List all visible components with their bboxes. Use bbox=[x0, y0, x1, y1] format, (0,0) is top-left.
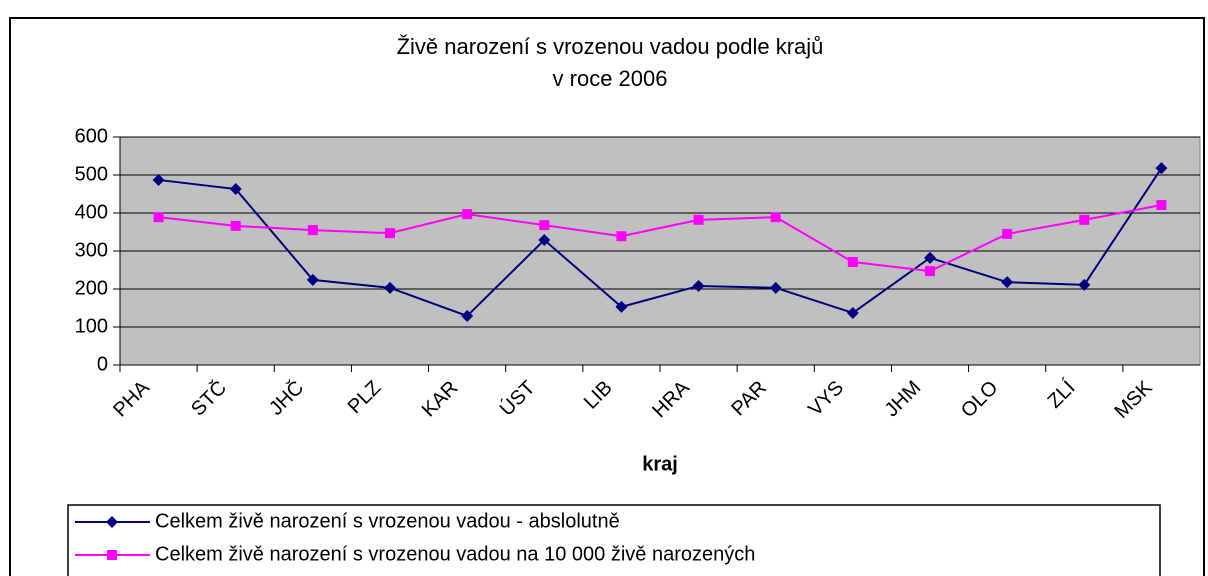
chart-title: Živě narození s vrozenou vadou podle kra… bbox=[397, 34, 824, 59]
point bbox=[1002, 228, 1013, 239]
y-tick-label: 100 bbox=[75, 315, 108, 337]
x-axis-label: kraj bbox=[642, 453, 678, 475]
point bbox=[616, 231, 627, 242]
chart-title: v roce 2006 bbox=[553, 66, 668, 91]
point bbox=[770, 212, 781, 223]
point bbox=[693, 214, 704, 225]
y-tick-label: 600 bbox=[75, 125, 108, 147]
point bbox=[385, 228, 395, 239]
point bbox=[106, 516, 118, 528]
point bbox=[384, 281, 396, 294]
point bbox=[229, 183, 242, 196]
y-tick-label: 200 bbox=[75, 277, 108, 299]
point bbox=[1079, 214, 1090, 225]
y-tick-label: 0 bbox=[97, 353, 108, 375]
point bbox=[538, 233, 551, 246]
point bbox=[539, 220, 550, 231]
point bbox=[846, 306, 859, 319]
point bbox=[152, 173, 165, 186]
legend bbox=[67, 504, 1161, 576]
point bbox=[230, 220, 241, 231]
point bbox=[924, 251, 936, 264]
point bbox=[461, 309, 474, 322]
point bbox=[107, 550, 117, 560]
y-tick-label: 400 bbox=[75, 201, 108, 223]
point bbox=[769, 281, 782, 294]
legend-label: Celkem živě narození s vrozenou vadou na… bbox=[155, 543, 755, 565]
point bbox=[925, 266, 935, 277]
y-tick-label: 500 bbox=[75, 163, 108, 185]
point bbox=[615, 300, 628, 313]
point bbox=[462, 209, 473, 220]
point bbox=[847, 257, 858, 268]
y-tick-label: 300 bbox=[75, 239, 108, 261]
point bbox=[692, 279, 705, 292]
point bbox=[153, 212, 164, 223]
point bbox=[1155, 162, 1168, 175]
legend-label: Celkem živě narození s vrozenou vadou - … bbox=[155, 510, 620, 532]
series-line bbox=[158, 204, 1162, 273]
series-line bbox=[158, 167, 1163, 318]
point bbox=[1001, 276, 1014, 289]
point bbox=[1156, 200, 1167, 211]
point bbox=[306, 273, 319, 286]
point bbox=[1078, 278, 1091, 291]
point bbox=[307, 225, 318, 236]
